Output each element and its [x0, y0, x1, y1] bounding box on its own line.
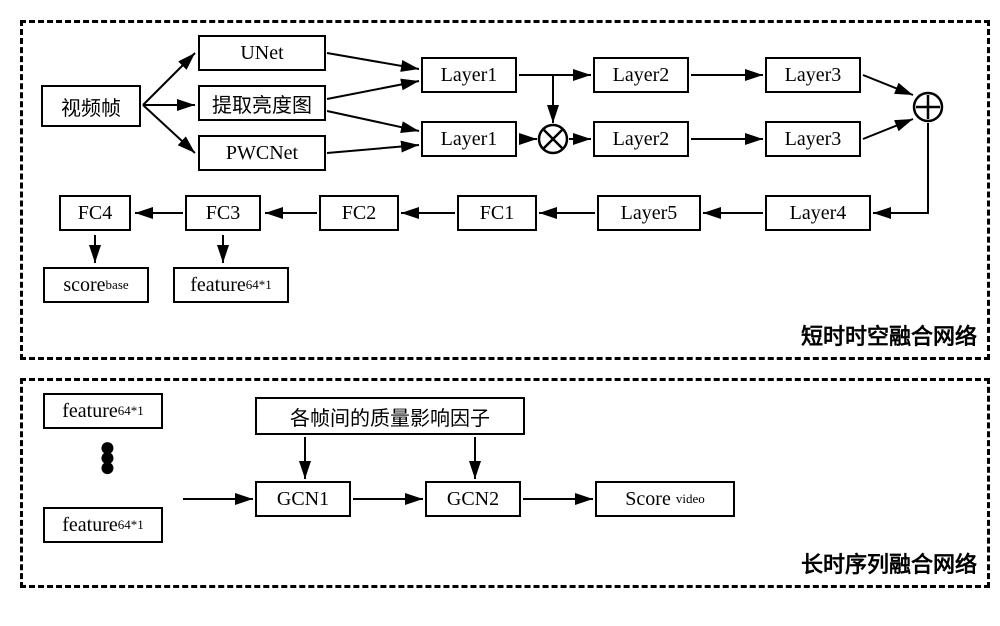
feature64-sub: 64*1 — [246, 277, 272, 293]
score-base-box: scorebase — [43, 267, 149, 303]
feature1-sub: 64*1 — [118, 403, 144, 419]
feature-top-box: feature64*1 — [43, 393, 163, 429]
layer1b-box: Layer1 — [421, 121, 517, 157]
layer5-box: Layer5 — [597, 195, 701, 231]
fc4-box: FC4 — [59, 195, 131, 231]
short-term-fusion-panel: 视频帧 UNet 提取亮度图 PWCNet Layer1 Layer2 Laye… — [20, 20, 990, 360]
feature64-box: feature64*1 — [173, 267, 289, 303]
score-video-sub: video — [676, 491, 705, 507]
layer3b-box: Layer3 — [765, 121, 861, 157]
layer3a-box: Layer3 — [765, 57, 861, 93]
fc2-box: FC2 — [319, 195, 399, 231]
layer2a-box: Layer2 — [593, 57, 689, 93]
feature-bottom-box: feature64*1 — [43, 507, 163, 543]
gcn2-box: GCN2 — [425, 481, 521, 517]
score-video-label: Score — [625, 488, 671, 511]
gcn1-box: GCN1 — [255, 481, 351, 517]
unet-box: UNet — [198, 35, 326, 71]
top-panel-title: 短时时空融合网络 — [801, 319, 977, 351]
bottom-panel-title: 长时序列融合网络 — [801, 547, 977, 579]
layer4-box: Layer4 — [765, 195, 871, 231]
score-base-label: score — [63, 274, 105, 297]
feature2-label: feature — [62, 514, 118, 537]
factor-box: 各帧间的质量影响因子 — [255, 397, 525, 435]
long-term-sequence-panel: feature64*1 ●●● feature64*1 各帧间的质量影响因子 G… — [20, 378, 990, 588]
layer1a-box: Layer1 — [421, 57, 517, 93]
score-video-box: Score video — [595, 481, 735, 517]
fc1-box: FC1 — [457, 195, 537, 231]
feature64-label: feature — [190, 274, 246, 297]
feature1-label: feature — [62, 400, 118, 423]
extract-box: 提取亮度图 — [198, 85, 326, 121]
score-base-sub: base — [106, 277, 129, 293]
layer2b-box: Layer2 — [593, 121, 689, 157]
feature2-sub: 64*1 — [118, 517, 144, 533]
fc3-box: FC3 — [185, 195, 261, 231]
pwcnet-box: PWCNet — [198, 135, 326, 171]
video-frame-box: 视频帧 — [41, 85, 141, 127]
vertical-dots: ●●● — [99, 443, 116, 473]
